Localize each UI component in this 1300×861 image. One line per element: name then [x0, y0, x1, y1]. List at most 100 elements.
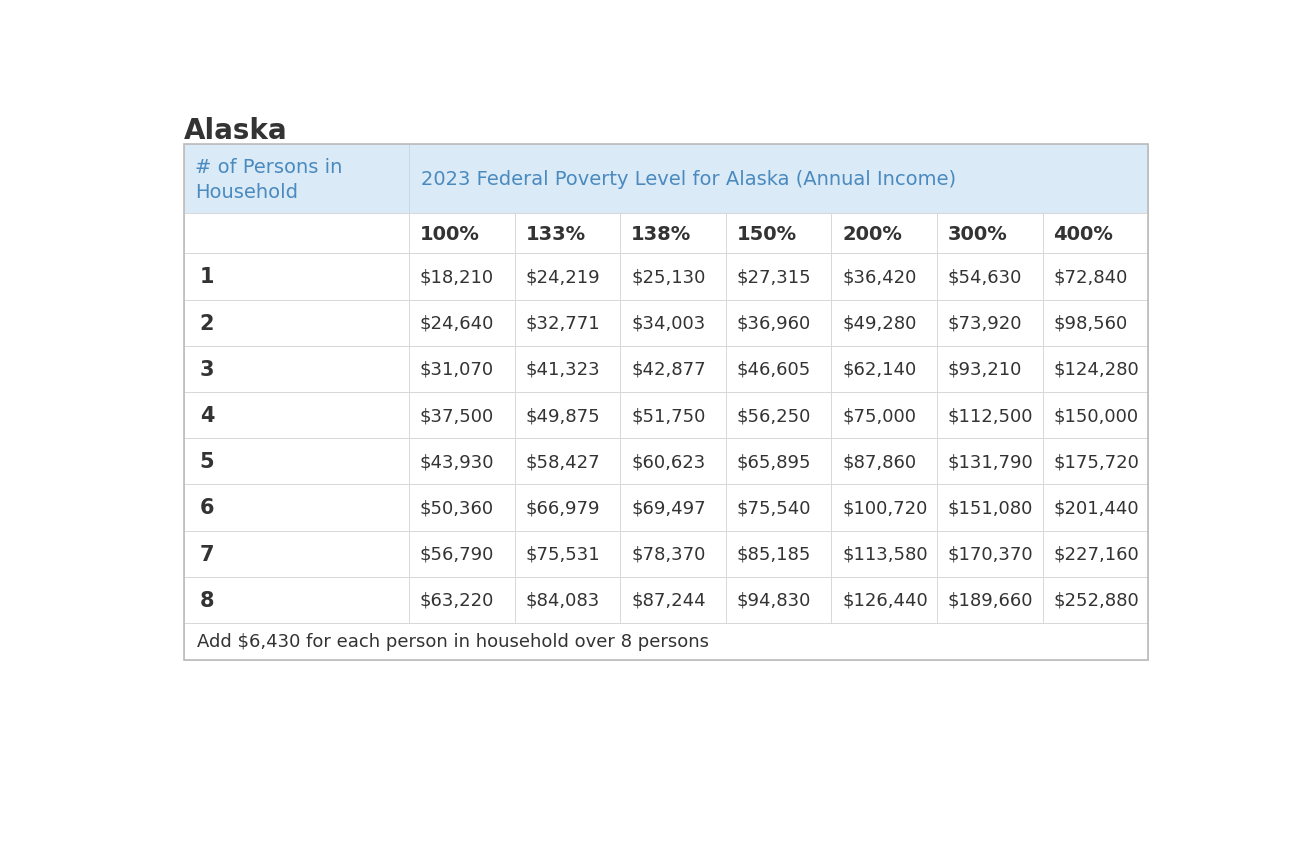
Text: 3: 3	[200, 359, 214, 380]
Bar	[725, 531, 832, 577]
Text: $100,720: $100,720	[842, 499, 928, 517]
Text: $73,920: $73,920	[948, 314, 1022, 332]
Bar	[185, 214, 410, 254]
Text: # of Persons in
Household: # of Persons in Household	[195, 158, 342, 201]
Bar	[832, 346, 937, 393]
Text: $25,130: $25,130	[630, 268, 706, 286]
Text: Alaska: Alaska	[185, 116, 287, 145]
Text: $24,219: $24,219	[525, 268, 601, 286]
Bar	[515, 214, 620, 254]
Bar	[515, 254, 620, 300]
Text: 2023 Federal Poverty Level for Alaska (Annual Income): 2023 Federal Poverty Level for Alaska (A…	[421, 170, 957, 189]
Bar	[410, 485, 515, 531]
Text: $126,440: $126,440	[842, 592, 928, 609]
Text: $46,605: $46,605	[737, 361, 811, 379]
Bar	[620, 393, 725, 438]
Text: $69,497: $69,497	[630, 499, 706, 517]
Text: 400%: 400%	[1053, 225, 1113, 244]
Text: $24,640: $24,640	[420, 314, 494, 332]
Text: $84,083: $84,083	[525, 592, 599, 609]
Bar	[410, 393, 515, 438]
Text: $50,360: $50,360	[420, 499, 494, 517]
Text: 2: 2	[200, 313, 214, 333]
Bar	[937, 531, 1043, 577]
Text: 6: 6	[200, 498, 214, 517]
Bar	[832, 214, 937, 254]
Text: $41,323: $41,323	[525, 361, 601, 379]
Text: $93,210: $93,210	[948, 361, 1022, 379]
Bar	[620, 346, 725, 393]
Bar	[937, 393, 1043, 438]
Bar	[515, 300, 620, 346]
Bar	[937, 577, 1043, 623]
Bar	[620, 485, 725, 531]
Text: $98,560: $98,560	[1053, 314, 1128, 332]
Text: $56,790: $56,790	[420, 545, 494, 563]
Bar	[620, 214, 725, 254]
Bar	[1043, 300, 1148, 346]
Bar	[725, 485, 832, 531]
Bar	[185, 145, 1148, 660]
Bar	[725, 393, 832, 438]
Text: 200%: 200%	[842, 225, 902, 244]
Text: $150,000: $150,000	[1053, 406, 1139, 424]
Text: $49,875: $49,875	[525, 406, 601, 424]
Bar	[725, 214, 832, 254]
Bar	[410, 531, 515, 577]
Text: 150%: 150%	[737, 225, 797, 244]
Text: $54,630: $54,630	[948, 268, 1022, 286]
Bar	[620, 438, 725, 485]
Bar	[515, 393, 620, 438]
Bar	[185, 145, 410, 214]
Text: $94,830: $94,830	[737, 592, 811, 609]
Text: $175,720: $175,720	[1053, 453, 1139, 471]
Text: $56,250: $56,250	[737, 406, 811, 424]
Bar	[937, 438, 1043, 485]
Bar	[410, 145, 1148, 214]
Bar	[515, 531, 620, 577]
Text: $18,210: $18,210	[420, 268, 494, 286]
Bar	[937, 300, 1043, 346]
Bar	[1043, 438, 1148, 485]
Text: $113,580: $113,580	[842, 545, 928, 563]
Bar	[410, 214, 515, 254]
Bar	[185, 623, 1148, 660]
Text: 8: 8	[200, 590, 214, 610]
Bar	[832, 393, 937, 438]
Bar	[515, 577, 620, 623]
Bar	[515, 438, 620, 485]
Text: 133%: 133%	[525, 225, 585, 244]
Text: $62,140: $62,140	[842, 361, 916, 379]
Bar	[832, 300, 937, 346]
Bar	[185, 577, 410, 623]
Bar	[1043, 485, 1148, 531]
Text: $36,960: $36,960	[737, 314, 811, 332]
Bar	[620, 531, 725, 577]
Bar	[937, 346, 1043, 393]
Bar	[515, 346, 620, 393]
Bar	[832, 531, 937, 577]
Text: $252,880: $252,880	[1053, 592, 1139, 609]
Bar	[185, 254, 410, 300]
Bar	[725, 577, 832, 623]
Text: $75,540: $75,540	[737, 499, 811, 517]
Bar	[832, 485, 937, 531]
Text: $49,280: $49,280	[842, 314, 916, 332]
Bar	[185, 393, 410, 438]
Bar	[410, 346, 515, 393]
Text: $72,840: $72,840	[1053, 268, 1128, 286]
Text: 5: 5	[200, 452, 214, 472]
Bar	[937, 214, 1043, 254]
Text: $43,930: $43,930	[420, 453, 494, 471]
Text: $85,185: $85,185	[737, 545, 811, 563]
Text: $27,315: $27,315	[737, 268, 811, 286]
Bar	[937, 485, 1043, 531]
Bar	[832, 577, 937, 623]
Bar	[832, 438, 937, 485]
Text: $87,860: $87,860	[842, 453, 916, 471]
Text: $170,370: $170,370	[948, 545, 1034, 563]
Text: $37,500: $37,500	[420, 406, 494, 424]
Bar	[410, 300, 515, 346]
Bar	[185, 346, 410, 393]
Bar	[1043, 393, 1148, 438]
